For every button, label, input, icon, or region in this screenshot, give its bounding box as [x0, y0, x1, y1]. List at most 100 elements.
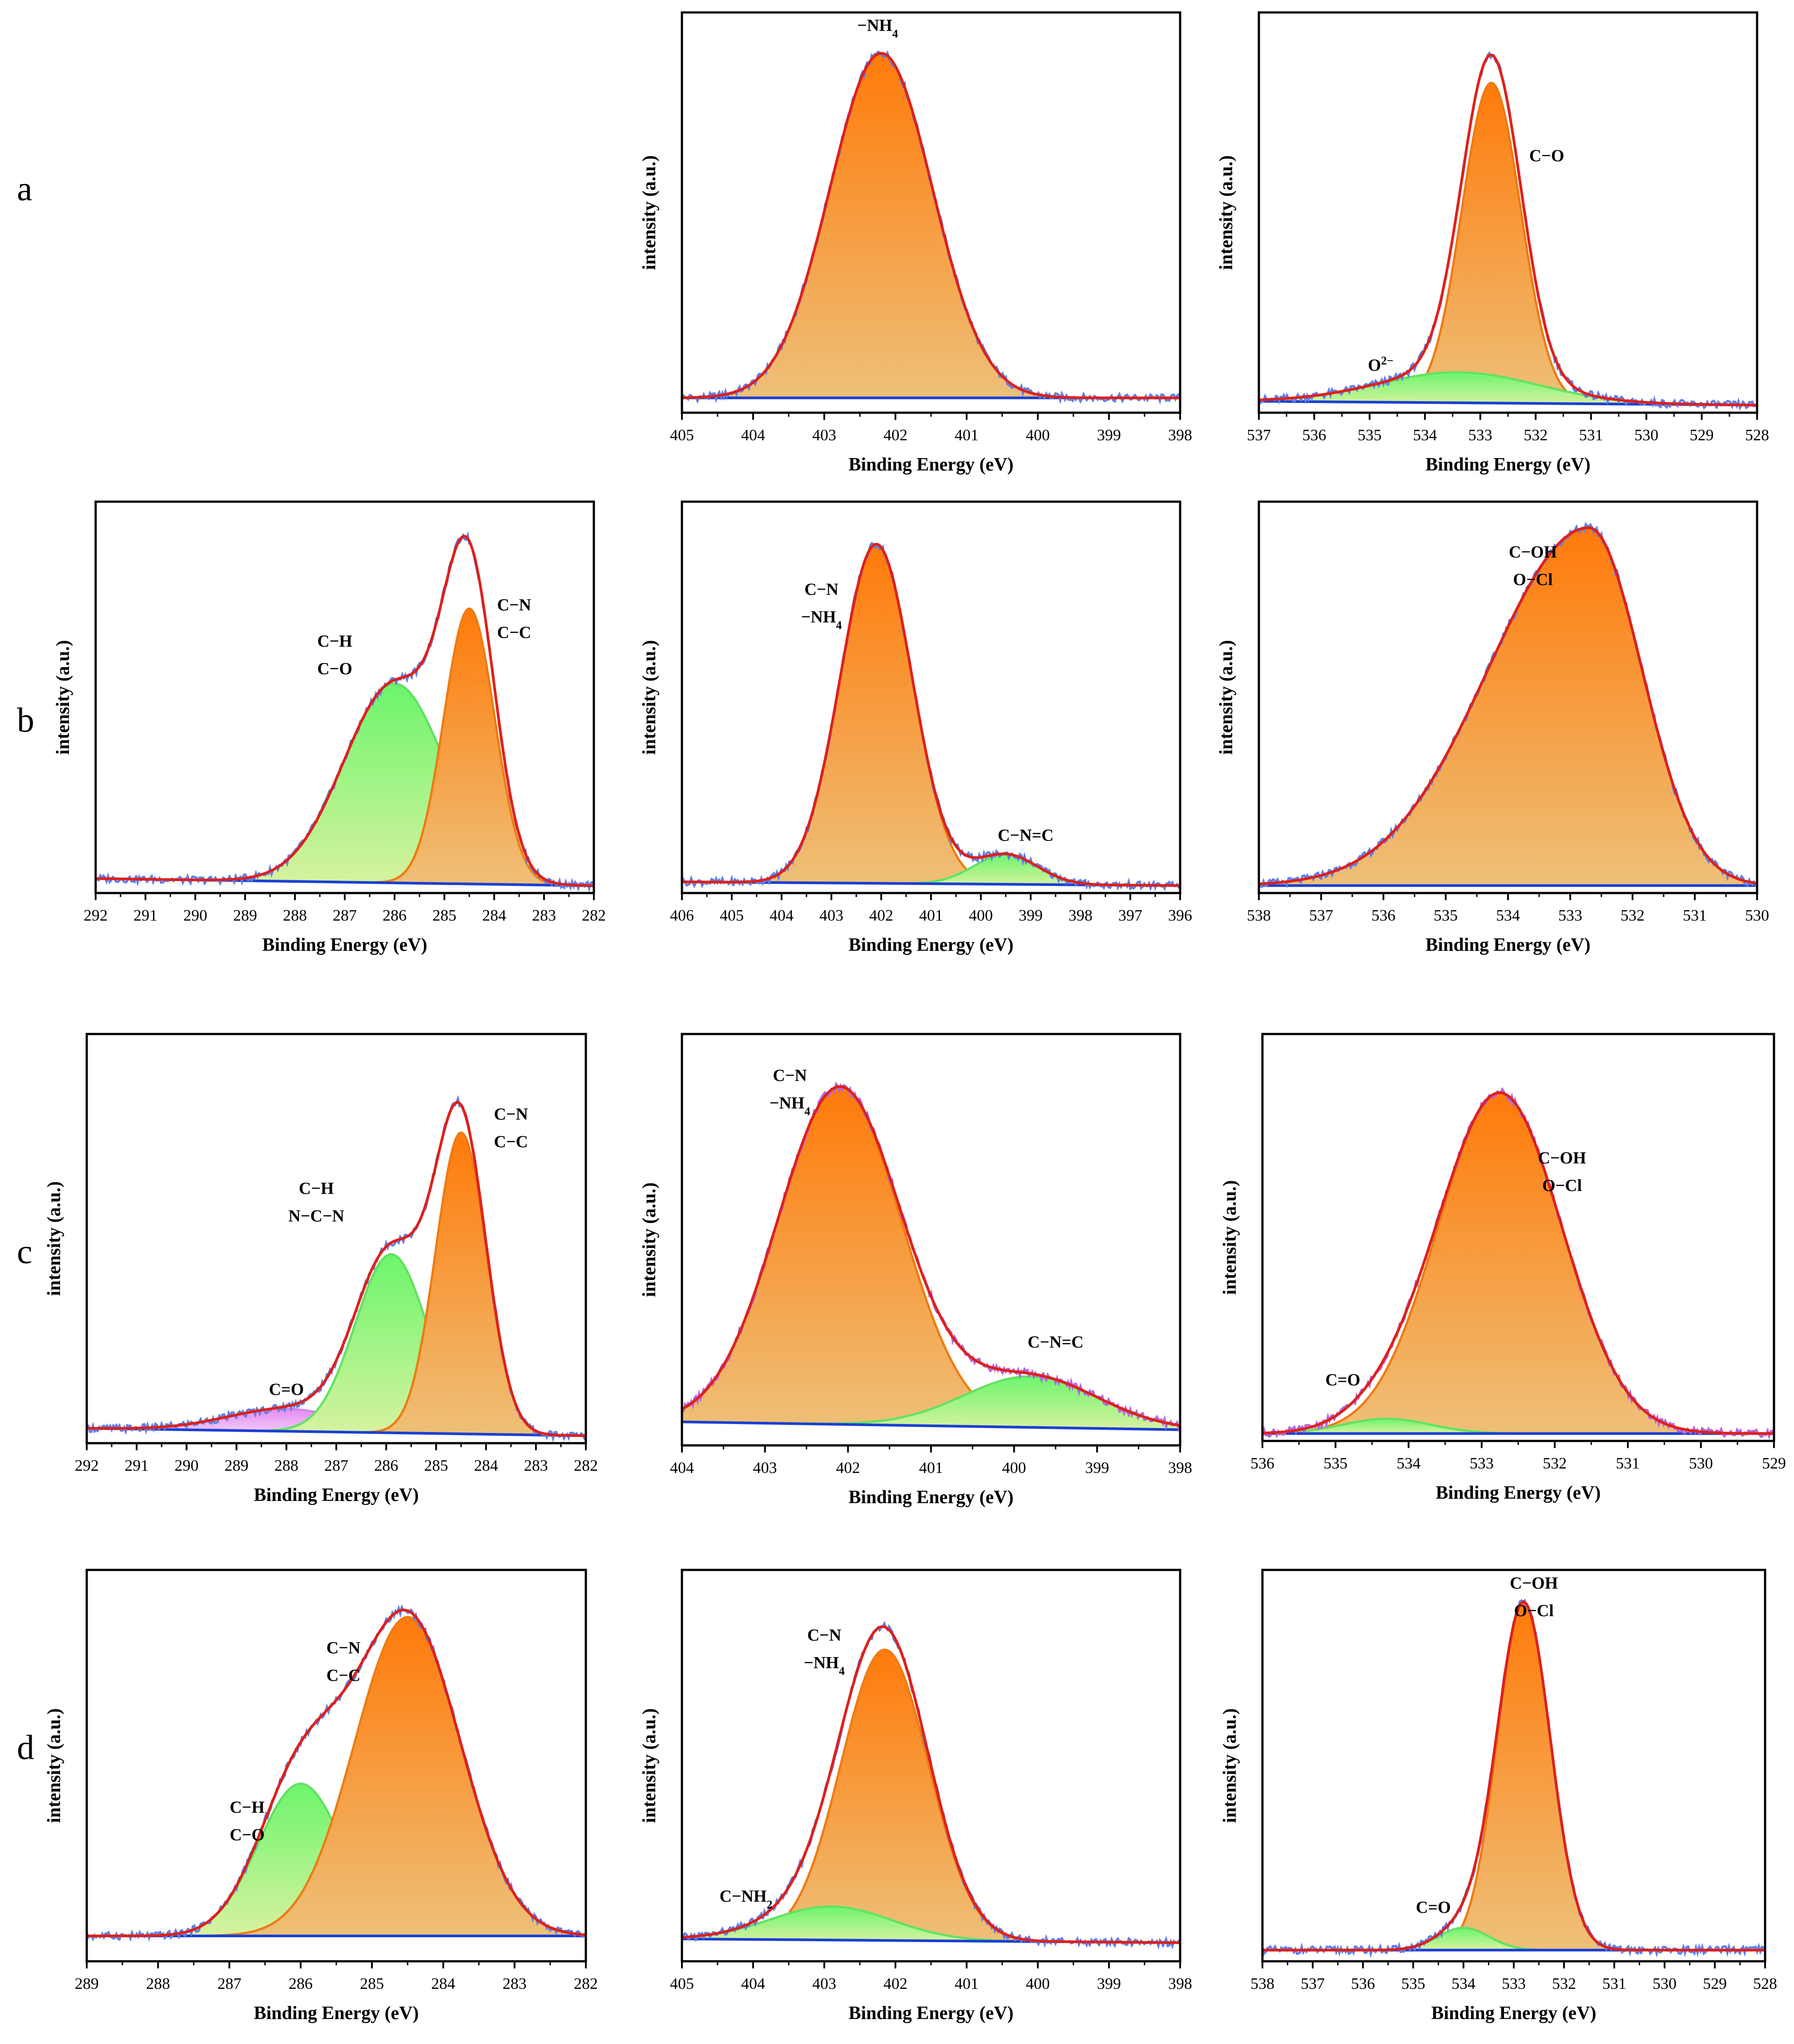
peak-annotation: O−Cl: [1542, 1176, 1582, 1195]
x-tick-label: 532: [1524, 426, 1548, 444]
x-tick-label: 282: [574, 1457, 598, 1474]
peak-annotation: C−O: [230, 1826, 265, 1844]
peak-component-orange: [1262, 1602, 1765, 1951]
x-tick-label: 532: [1621, 906, 1645, 924]
peak-annotation: −NH4: [857, 16, 898, 40]
x-tick-label: 398: [1068, 906, 1093, 924]
x-tick-label: 283: [532, 906, 556, 924]
peak-annotation: C−N: [804, 580, 839, 599]
x-tick-label: 533: [1502, 1975, 1526, 1992]
x-tick-label: 282: [582, 906, 606, 924]
x-tick-label: 285: [424, 1457, 448, 1474]
x-tick-label: 288: [283, 906, 307, 924]
x-tick-label: 401: [919, 1459, 943, 1477]
x-axis-title: Binding Energy (eV): [1431, 2003, 1596, 2024]
x-tick-label: 536: [1371, 906, 1395, 924]
x-tick-label: 286: [289, 1975, 313, 1992]
plot-area: [1259, 51, 1757, 411]
x-tick-label: 399: [1097, 426, 1121, 444]
x-tick-label: 534: [1451, 1975, 1476, 1992]
x-axis-title: Binding Energy (eV): [254, 1485, 419, 1505]
x-tick-label: 531: [1683, 906, 1707, 924]
plot-area: [682, 541, 1180, 891]
x-tick-label: 401: [955, 426, 979, 444]
plot-area: [1262, 1087, 1774, 1440]
peak-annotation: −NH4: [770, 1094, 810, 1118]
x-tick-label: 399: [1019, 906, 1043, 924]
peak-component-orange: [1259, 527, 1757, 887]
background-baseline: [87, 1427, 586, 1437]
peak-component-orange: [682, 543, 1180, 887]
x-tick-label: 538: [1247, 906, 1271, 924]
peak-component-orange: [682, 52, 1180, 399]
x-tick-label: 534: [1413, 426, 1437, 444]
x-tick-label: 404: [741, 1975, 765, 1992]
peak-annotation: O2−: [1368, 354, 1393, 375]
x-tick-label: 531: [1616, 1454, 1640, 1472]
x-tick-label: 536: [1250, 1454, 1274, 1472]
x-tick-label: 397: [1118, 906, 1142, 924]
x-tick-label: 400: [1002, 1459, 1026, 1477]
x-tick-label: 402: [836, 1459, 860, 1477]
peak-annotation: −NH4: [801, 608, 842, 632]
x-tick-label: 400: [969, 906, 993, 924]
x-tick-label: 532: [1552, 1975, 1576, 1992]
x-tick-label: 536: [1302, 426, 1326, 444]
row-label-a: a: [17, 169, 32, 208]
x-tick-label: 289: [225, 1457, 249, 1474]
y-axis-title: intensity (a.u.): [639, 155, 660, 270]
chart-d-O1s: 538 537 536 535 534 533 532 531 530 529 528 Binding…: [1220, 1569, 1777, 2024]
x-axis-title: Binding Energy (eV): [848, 455, 1013, 475]
x-tick-label: 402: [869, 906, 893, 924]
row-label-c: c: [17, 1232, 32, 1271]
chart-c-O1s: 536 535 534 533 532 531 530 529 Binding Energy (…: [1220, 1033, 1786, 1503]
x-tick-label: 288: [274, 1457, 298, 1474]
x-tick-label: 536: [1351, 1975, 1375, 1992]
x-axis-title: Binding Energy (eV): [848, 1487, 1013, 1508]
peak-annotation: C−N=C: [998, 826, 1054, 845]
peak-component-orange: [1259, 81, 1757, 406]
peak-annotation: C−N: [497, 595, 532, 614]
fitted-envelope-line: [682, 1085, 1180, 1427]
chart-a-N1s: 405 404 403 402 401 400 399 398 Binding Energy (…: [639, 11, 1192, 475]
fitted-envelope-line: [87, 1608, 586, 1937]
x-tick-label: 405: [670, 426, 694, 444]
x-tick-label: 530: [1634, 426, 1658, 444]
x-tick-label: 283: [503, 1975, 527, 1992]
x-tick-label: 403: [753, 1459, 777, 1477]
y-axis-title: intensity (a.u.): [639, 1183, 660, 1297]
x-tick-label: 405: [720, 906, 744, 924]
x-tick-label: 403: [812, 426, 836, 444]
fitted-envelope-line: [682, 1625, 1180, 1944]
x-tick-label: 396: [1168, 906, 1192, 924]
peak-annotation: C−H: [299, 1179, 334, 1198]
x-axis-title: Binding Energy (eV): [1425, 455, 1590, 475]
x-tick-label: 529: [1703, 1975, 1727, 1992]
x-tick-label: 402: [883, 426, 907, 444]
x-tick-label: 534: [1397, 1454, 1421, 1472]
x-tick-label: 404: [670, 1459, 694, 1477]
x-tick-label: 528: [1745, 426, 1769, 444]
x-tick-label: 533: [1470, 1454, 1494, 1472]
peak-annotation: C−N=C: [1028, 1333, 1084, 1352]
plot-area: [96, 531, 594, 893]
x-tick-label: 530: [1653, 1975, 1677, 1992]
peak-annotation: C=O: [269, 1380, 304, 1399]
y-axis-title: intensity (a.u.): [44, 1181, 65, 1296]
x-tick-label: 406: [670, 906, 694, 924]
x-tick-label: 287: [333, 906, 357, 924]
x-tick-label: 291: [133, 906, 157, 924]
x-tick-label: 292: [84, 906, 108, 924]
x-tick-label: 405: [670, 1975, 694, 1992]
x-tick-label: 288: [146, 1975, 170, 1992]
chart-d-C1s: 289 288 287 286 285 284 283 282 Binding Energy (…: [44, 1569, 598, 2024]
x-tick-label: 403: [819, 906, 843, 924]
peak-annotation: O−Cl: [1513, 571, 1552, 589]
plot-area: [1259, 522, 1757, 889]
x-tick-label: 530: [1689, 1454, 1713, 1472]
peak-annotation: C−H: [317, 632, 352, 651]
peak-annotation: −NH4: [804, 1654, 845, 1678]
chart-c-C1s: 292 291 290 289 288 287 286 285 284 283 282 Binding…: [44, 1033, 598, 1505]
plot-area: [682, 1081, 1180, 1432]
plot-area: [1262, 1598, 1765, 1958]
